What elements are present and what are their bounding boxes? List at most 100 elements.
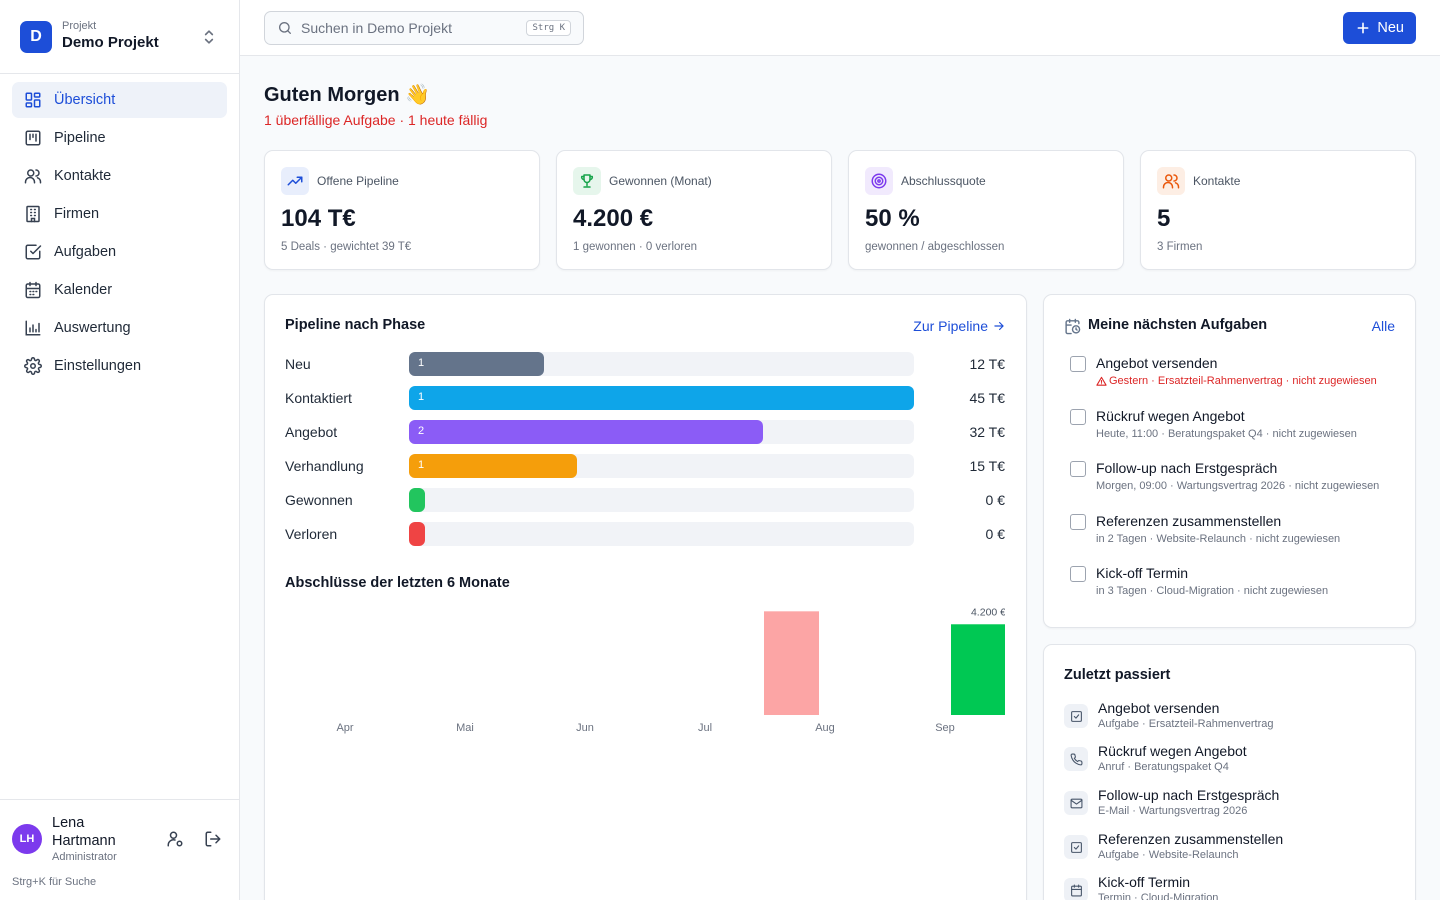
task-checkbox[interactable] xyxy=(1070,356,1086,372)
logout-button[interactable] xyxy=(199,825,227,853)
pipeline-link[interactable]: Zur Pipeline xyxy=(913,318,1006,334)
kpi-value: 104 T€ xyxy=(281,205,356,232)
phase-row[interactable]: Angebot 2 32 T€ xyxy=(285,420,1005,444)
search-icon xyxy=(279,22,291,34)
activity-meta: Aufgabe · Ersatzteil-Rahmenvertrag xyxy=(1098,718,1274,730)
building-icon xyxy=(26,205,40,223)
phase-label: Verloren xyxy=(285,526,338,542)
trending-up-icon xyxy=(281,167,309,195)
task-checkbox[interactable] xyxy=(1070,461,1086,477)
sidebar-footer: LH Lena Hartmann Administrator Strg+K fü… xyxy=(0,799,239,900)
new-button[interactable]: Neu xyxy=(1343,12,1416,44)
nav-label: Kalender xyxy=(54,282,113,298)
nav-item-aufgaben[interactable]: Aufgaben xyxy=(12,234,227,270)
calendar-clock-icon xyxy=(1065,318,1081,335)
main-content: Guten Morgen 👋 1 überfällige Aufgabe · 1… xyxy=(240,56,1440,900)
data-label: 4.200 € xyxy=(971,606,1005,618)
x-tick-label: Mai xyxy=(456,722,474,734)
nav-item-auswertung[interactable]: Auswertung xyxy=(12,310,227,346)
activity-item[interactable]: Angebot versenden Aufgabe · Ersatzteil-R… xyxy=(1064,699,1404,731)
phase-label: Verhandlung xyxy=(285,458,364,474)
check-square-icon xyxy=(1064,835,1088,859)
phase-row[interactable]: Gewonnen 0 € xyxy=(285,488,1005,512)
plus-icon xyxy=(1357,22,1369,34)
phase-bar-track: 1 xyxy=(409,454,914,478)
due-summary: 1 überfällige Aufgabe · 1 heute fällig xyxy=(264,112,488,128)
phase-label: Kontaktiert xyxy=(285,390,352,406)
task-item: Follow-up nach Erstgespräch Morgen, 09:0… xyxy=(1070,458,1410,494)
kpi-card-close-rate[interactable]: Abschlussquote 50 % gewonnen / abgeschlo… xyxy=(848,150,1124,270)
bar[interactable] xyxy=(951,624,1005,715)
users-icon xyxy=(1157,167,1185,195)
task-checkbox[interactable] xyxy=(1070,514,1086,530)
phase-bar-fill: 1 xyxy=(409,454,578,478)
topbar: Suchen in Demo Projekt Strg K Neu xyxy=(240,0,1440,56)
arrow-right-icon xyxy=(994,321,1004,331)
phase-row[interactable]: Verloren 0 € xyxy=(285,522,1005,546)
activity-item[interactable]: Follow-up nach Erstgespräch E-Mail · War… xyxy=(1064,786,1404,818)
task-title[interactable]: Kick-off Termin xyxy=(1096,565,1189,581)
kpi-card-contacts[interactable]: Kontakte 5 3 Firmen xyxy=(1140,150,1416,270)
pipeline-link-label: Zur Pipeline xyxy=(913,318,988,334)
kpi-label: Kontakte xyxy=(1193,174,1241,188)
kpi-subtext: 1 gewonnen · 0 verloren xyxy=(573,241,698,253)
nav-item-firmen[interactable]: Firmen xyxy=(12,196,227,232)
task-item: Referenzen zusammenstellen in 2 Tagen · … xyxy=(1070,511,1410,547)
pipeline-title: Pipeline nach Phase xyxy=(285,317,426,333)
activity-item[interactable]: Referenzen zusammenstellen Aufgabe · Web… xyxy=(1064,830,1404,862)
main-nav: Übersicht Pipeline Kontakte Firmen Aufga… xyxy=(0,74,239,394)
activity-title-text: Rückruf wegen Angebot xyxy=(1098,743,1247,759)
phase-bar-track: 2 xyxy=(409,420,914,444)
task-title[interactable]: Angebot versenden xyxy=(1096,355,1218,371)
nav-item-kalender[interactable]: Kalender xyxy=(12,272,227,308)
task-checkbox[interactable] xyxy=(1070,409,1086,425)
kpi-value: 5 xyxy=(1157,205,1171,232)
pipeline-card: Pipeline nach Phase Zur Pipeline Neu 1 12 … xyxy=(264,294,1027,900)
bar[interactable] xyxy=(764,611,819,715)
project-avatar: D xyxy=(20,20,52,53)
nav-item-uebersicht[interactable]: Übersicht xyxy=(12,82,227,118)
closures-chart: Apr Mai Jun Jul Aug Sep 4.200 € xyxy=(336,606,1005,734)
task-item: Kick-off Termin in 3 Tagen · Cloud-Migra… xyxy=(1070,563,1410,599)
sidebar: D Projekt Demo Projekt Übersicht Pipelin… xyxy=(0,0,240,900)
search-input[interactable]: Suchen in Demo Projekt Strg K xyxy=(264,11,584,45)
task-title[interactable]: Referenzen zusammenstellen xyxy=(1096,513,1282,529)
kpi-subtext: 5 Deals · gewichtet 39 T€ xyxy=(281,241,412,253)
task-meta: in 2 Tagen · Website-Relaunch · nicht zu… xyxy=(1096,533,1341,545)
profile-button[interactable] xyxy=(161,825,189,853)
project-switcher[interactable]: D Projekt Demo Projekt xyxy=(0,0,239,74)
task-meta: Morgen, 09:00 · Wartungsvertrag 2026 · n… xyxy=(1096,480,1380,492)
nav-label: Firmen xyxy=(54,206,100,222)
task-title[interactable]: Rückruf wegen Angebot xyxy=(1096,408,1245,424)
nav-label: Einstellungen xyxy=(54,358,142,374)
chevron-up-down-icon[interactable] xyxy=(199,27,219,47)
phase-bar-track: 1 xyxy=(409,352,914,376)
activity-item[interactable]: Kick-off Termin Termin · Cloud-Migration xyxy=(1064,873,1404,900)
phase-value: 32 T€ xyxy=(969,424,1005,440)
kpi-card-open-pipeline[interactable]: Offene Pipeline 104 T€ 5 Deals · gewicht… xyxy=(264,150,540,270)
task-checkbox[interactable] xyxy=(1070,566,1086,582)
phase-bar-fill xyxy=(409,522,425,546)
calendar-icon xyxy=(1064,878,1088,900)
tasks-all-link[interactable]: Alle xyxy=(1371,318,1395,334)
task-title[interactable]: Follow-up nach Erstgespräch xyxy=(1096,460,1278,476)
kpi-card-won-month[interactable]: Gewonnen (Monat) 4.200 € 1 gewonnen · 0 … xyxy=(556,150,832,270)
user-role: Administrator xyxy=(52,851,117,863)
activity-title-text: Follow-up nach Erstgespräch xyxy=(1098,787,1280,803)
phase-value: 45 T€ xyxy=(969,390,1005,406)
project-name: Demo Projekt xyxy=(62,34,159,51)
nav-item-pipeline[interactable]: Pipeline xyxy=(12,120,227,156)
kpi-label: Gewonnen (Monat) xyxy=(609,174,712,188)
nav-item-kontakte[interactable]: Kontakte xyxy=(12,158,227,194)
activity-item[interactable]: Rückruf wegen Angebot Anruf · Beratungsp… xyxy=(1064,742,1404,774)
phase-row[interactable]: Verhandlung 1 15 T€ xyxy=(285,454,1005,478)
activity-meta: Termin · Cloud-Migration xyxy=(1098,892,1219,900)
activity-title-text: Angebot versenden xyxy=(1098,700,1220,716)
nav-item-einstellungen[interactable]: Einstellungen xyxy=(12,348,227,384)
phase-row[interactable]: Kontaktiert 1 45 T€ xyxy=(285,386,1005,410)
phone-icon xyxy=(1064,747,1088,771)
dashboard-icon xyxy=(25,92,41,108)
check-square-icon xyxy=(25,244,42,260)
nav-label: Auswertung xyxy=(54,320,131,336)
phase-row[interactable]: Neu 1 12 T€ xyxy=(285,352,1005,376)
